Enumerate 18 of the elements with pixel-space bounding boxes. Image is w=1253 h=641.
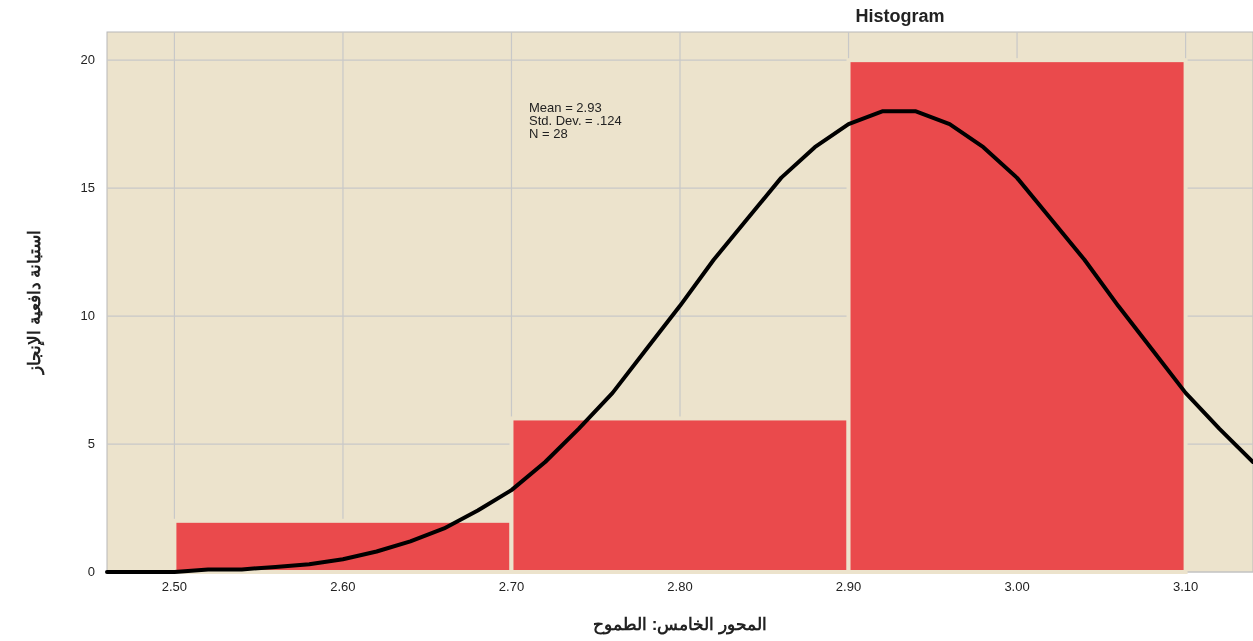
annotation: Std. Dev. = .124: [529, 113, 622, 128]
chart-title: Histogram: [855, 6, 945, 26]
y-tick-label: 20: [80, 52, 95, 68]
x-tick-label: 2.60: [330, 579, 356, 594]
y-tick-label: 0: [87, 564, 95, 579]
x-tick-label: 2.80: [667, 579, 693, 594]
x-axis-title: المحور الخامس: الطموح: [592, 615, 768, 635]
y-axis-title: استبانة دافعية الإنجاز: [25, 229, 45, 377]
annotation: N = 28: [529, 126, 568, 141]
x-tick-label: 2.50: [161, 579, 188, 594]
annotation: Mean = 2.93: [529, 100, 602, 115]
x-tick-label: 2.90: [835, 579, 862, 594]
x-tick-label: 3.00: [1004, 579, 1030, 594]
x-tick-label: 3.10: [1172, 579, 1199, 594]
y-tick-label: 15: [80, 180, 95, 196]
y-tick-label: 5: [87, 436, 95, 452]
y-tick-label: 10: [80, 308, 95, 324]
x-tick-label: 2.70: [498, 579, 525, 594]
